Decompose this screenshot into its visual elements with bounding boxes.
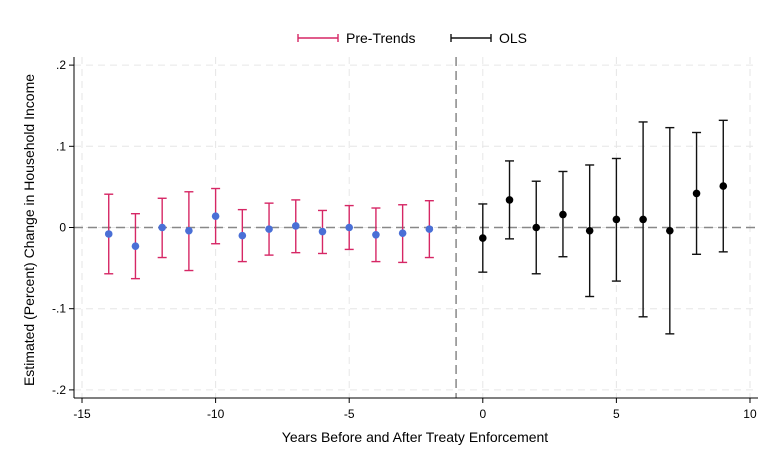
data-point <box>131 242 140 250</box>
series-pre-trends <box>104 187 434 280</box>
data-point <box>639 215 647 224</box>
data-point <box>104 230 113 238</box>
y-tick-label: .2 <box>56 58 66 72</box>
data-layer <box>104 119 728 335</box>
data-point <box>425 225 434 233</box>
x-tick-label: 5 <box>613 407 620 421</box>
legend-label: Pre-Trends <box>346 30 416 46</box>
x-tick-label: -10 <box>207 407 225 421</box>
data-point <box>505 196 514 204</box>
y-tick-label: -.2 <box>52 383 66 397</box>
y-tick-label: .1 <box>56 139 66 153</box>
data-point <box>559 210 567 219</box>
legend-item-ols: OLS <box>450 30 527 46</box>
data-point <box>532 223 541 232</box>
data-point <box>719 182 728 190</box>
y-tick-label: 0 <box>59 221 66 235</box>
data-point <box>345 223 354 232</box>
data-point <box>398 229 407 237</box>
data-point <box>158 223 166 232</box>
x-tick-label: -15 <box>73 407 91 421</box>
series-ols <box>478 119 728 335</box>
data-point <box>291 222 300 230</box>
data-point <box>478 234 487 242</box>
legend-label: OLS <box>499 30 527 46</box>
y-axis-label: Estimated (Percent) Change in Household … <box>21 74 37 386</box>
data-point <box>585 226 594 235</box>
data-point <box>238 231 247 240</box>
x-axis-label: Years Before and After Treaty Enforcemen… <box>282 429 549 445</box>
axes-layer: .2 .1 0 -.1 -.2 -15 -10 -5 0 5 10 <box>52 57 758 421</box>
data-point <box>265 225 273 233</box>
y-tick-label: -.1 <box>52 302 66 316</box>
data-point <box>372 231 380 239</box>
data-point <box>666 226 674 235</box>
x-tick-label: 0 <box>479 407 486 421</box>
legend-item-pre-trends: Pre-Trends <box>297 30 416 46</box>
data-point <box>692 189 701 198</box>
data-point <box>318 227 327 236</box>
legend: Pre-Trends OLS <box>297 30 527 46</box>
x-tick-label: 10 <box>743 407 757 421</box>
data-point <box>211 212 220 220</box>
x-tick-label: -5 <box>344 407 355 421</box>
data-point <box>612 215 621 224</box>
data-point <box>185 226 193 235</box>
